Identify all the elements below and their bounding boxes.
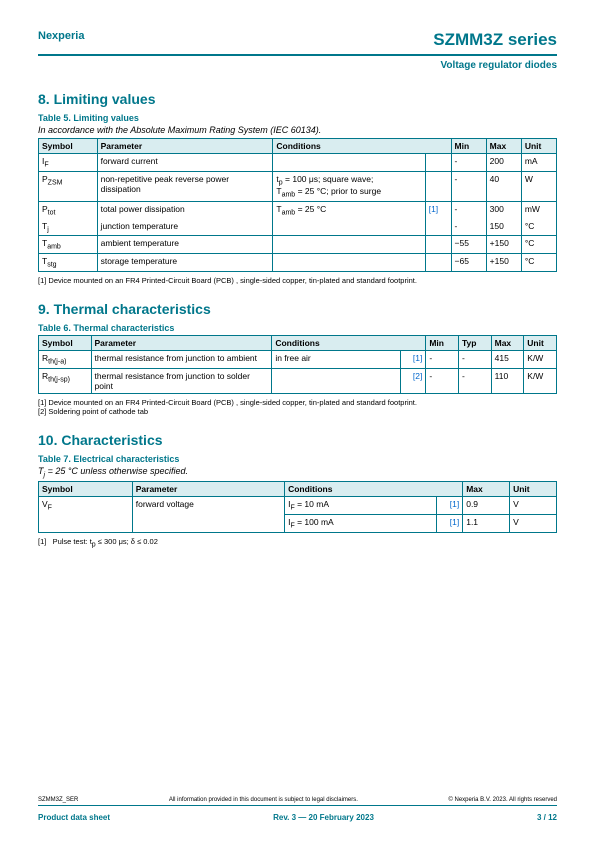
section-9-heading: 9. Thermal characteristics (38, 301, 557, 317)
table-row: Ptottotal power dissipationTamb = 25 °C[… (39, 202, 557, 219)
col-cond: Conditions (273, 139, 451, 154)
table-row: Rth(j-a)thermal resistance from junction… (39, 350, 557, 368)
footer-bottom: Product data sheet Rev. 3 — 20 February … (38, 813, 557, 822)
col-symbol: Symbol (39, 139, 98, 154)
col-unit: Unit (510, 482, 557, 497)
table5-footnote: [1] Device mounted on an FR4 Printed-Cir… (38, 276, 557, 285)
section-10-heading: 10. Characteristics (38, 432, 557, 448)
table-row: VFforward voltageIF = 10 mA[1]0.9V (39, 497, 557, 515)
subtitle: Voltage regulator diodes (38, 60, 557, 71)
col-min: Min (426, 335, 459, 350)
table7-footnote: [1] Pulse test: tp ≤ 300 μs; δ ≤ 0.02 (38, 537, 557, 549)
col-symbol: Symbol (39, 335, 92, 350)
table-row: PZSMnon-repetitive peak reverse power di… (39, 171, 557, 201)
table-row: Tstgstorage temperature−65+150°C (39, 254, 557, 272)
col-unit: Unit (521, 139, 556, 154)
col-param: Parameter (91, 335, 272, 350)
col-max: Max (491, 335, 524, 350)
footer-copyright: © Nexperia B.V. 2023. All rights reserve… (448, 797, 557, 803)
table-5: SymbolParameterConditionsMinMaxUnit IFfo… (38, 138, 557, 272)
col-max: Max (463, 482, 510, 497)
col-cond: Conditions (272, 335, 426, 350)
col-param: Parameter (132, 482, 284, 497)
footer-page: 3 / 12 (537, 813, 557, 822)
table6-title: Table 6. Thermal characteristics (38, 323, 557, 333)
col-param: Parameter (97, 139, 273, 154)
footer-disclaimer: SZMM3Z_SER All information provided in t… (38, 797, 557, 806)
table-row: Rth(j-sp)thermal resistance from junctio… (39, 368, 557, 393)
footer-doc-type: Product data sheet (38, 813, 110, 822)
section-8-heading: 8. Limiting values (38, 91, 557, 107)
footer-code: SZMM3Z_SER (38, 797, 78, 803)
col-min: Min (451, 139, 486, 154)
footer-disclaimer-text: All information provided in this documen… (169, 797, 358, 803)
company-name: Nexperia (38, 30, 84, 50)
col-cond: Conditions (285, 482, 463, 497)
col-max: Max (486, 139, 521, 154)
table-6: SymbolParameterConditionsMinTypMaxUnit R… (38, 335, 557, 394)
table-7: SymbolParameterConditionsMaxUnit VFforwa… (38, 481, 557, 532)
page-header: Nexperia SZMM3Z series (38, 30, 557, 56)
table5-title: Table 5. Limiting values (38, 113, 557, 123)
table7-desc: Tj = 25 °C unless otherwise specified. (38, 466, 557, 479)
table6-footnotes: [1] Device mounted on an FR4 Printed-Cir… (38, 398, 557, 416)
footer-revision: Rev. 3 — 20 February 2023 (273, 813, 374, 822)
col-typ: Typ (458, 335, 491, 350)
table5-desc: In accordance with the Absolute Maximum … (38, 125, 557, 135)
table7-title: Table 7. Electrical characteristics (38, 454, 557, 464)
series-title: SZMM3Z series (433, 30, 557, 50)
table-row: IFforward current-200mA (39, 154, 557, 172)
col-unit: Unit (524, 335, 557, 350)
col-symbol: Symbol (39, 482, 133, 497)
table-row: Tambambient temperature−55+150°C (39, 236, 557, 254)
